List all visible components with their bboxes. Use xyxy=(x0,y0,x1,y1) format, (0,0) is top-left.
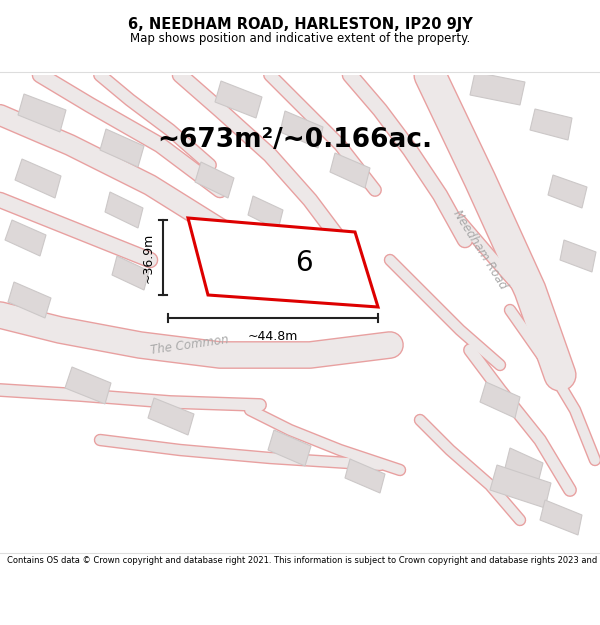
Polygon shape xyxy=(18,94,66,132)
Text: Map shows position and indicative extent of the property.: Map shows position and indicative extent… xyxy=(130,32,470,45)
Text: ~673m²/~0.166ac.: ~673m²/~0.166ac. xyxy=(157,127,433,153)
Polygon shape xyxy=(345,459,385,493)
Text: ~36.9m: ~36.9m xyxy=(142,232,155,282)
Polygon shape xyxy=(548,175,587,208)
Polygon shape xyxy=(248,196,283,230)
Polygon shape xyxy=(530,109,572,140)
Polygon shape xyxy=(540,500,582,535)
Polygon shape xyxy=(100,129,144,167)
Polygon shape xyxy=(65,367,111,404)
Polygon shape xyxy=(112,256,149,290)
Polygon shape xyxy=(215,81,262,118)
Polygon shape xyxy=(105,192,143,228)
Polygon shape xyxy=(280,111,323,148)
Text: 6: 6 xyxy=(295,249,313,277)
Text: ~44.8m: ~44.8m xyxy=(248,330,298,343)
Polygon shape xyxy=(195,162,234,198)
Polygon shape xyxy=(5,220,46,256)
Text: Contains OS data © Crown copyright and database right 2021. This information is : Contains OS data © Crown copyright and d… xyxy=(7,556,600,565)
Polygon shape xyxy=(560,240,596,272)
Polygon shape xyxy=(15,159,61,198)
Polygon shape xyxy=(188,218,378,307)
Text: 6, NEEDHAM ROAD, HARLESTON, IP20 9JY: 6, NEEDHAM ROAD, HARLESTON, IP20 9JY xyxy=(128,18,472,32)
Polygon shape xyxy=(490,465,551,508)
Polygon shape xyxy=(8,282,51,318)
Text: Needham Road: Needham Road xyxy=(451,208,509,292)
Polygon shape xyxy=(268,430,311,466)
Polygon shape xyxy=(470,72,525,105)
Text: The Common: The Common xyxy=(150,333,230,357)
Polygon shape xyxy=(480,382,520,418)
Polygon shape xyxy=(505,448,543,483)
Polygon shape xyxy=(330,153,370,188)
Polygon shape xyxy=(148,398,194,435)
